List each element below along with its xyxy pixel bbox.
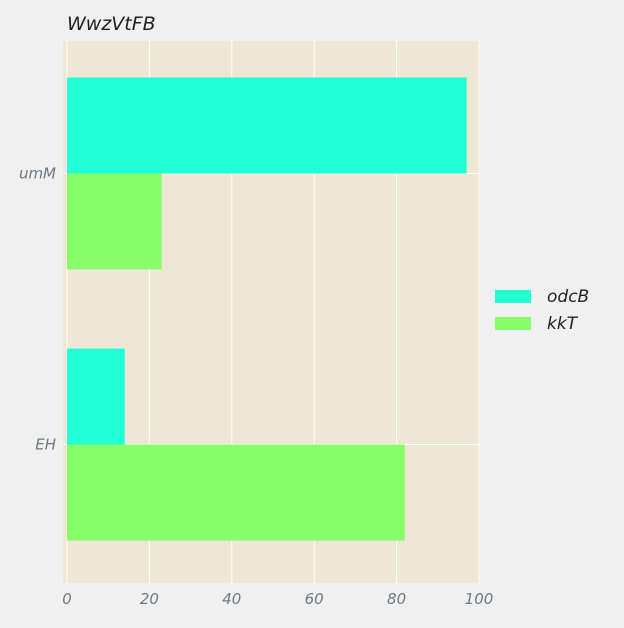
x-tick-label: 40: [222, 590, 241, 608]
legend-label-odcB: odcB: [547, 287, 589, 307]
bar-kkT-umM: [67, 173, 162, 270]
x-tick-label: 100: [465, 590, 494, 608]
bar-kkT-EH: [67, 444, 405, 541]
x-tick-label: 0: [62, 590, 72, 608]
y-axis-ticks: umM EH: [19, 165, 56, 454]
x-tick-label: 20: [140, 590, 159, 608]
bar-odcB-umM: [67, 77, 467, 174]
x-tick-label: 80: [387, 590, 406, 608]
y-tick-label: EH: [35, 436, 56, 454]
chart-title: WwzVtFB: [67, 13, 156, 35]
x-tick-label: 60: [305, 590, 324, 608]
legend-swatch-kkT: [495, 317, 531, 330]
bars: [67, 77, 467, 541]
legend: odcB kkT: [495, 287, 589, 334]
bar-odcB-EH: [67, 348, 125, 445]
y-tick-label: umM: [19, 165, 56, 183]
legend-swatch-odcB: [495, 290, 531, 303]
legend-label-kkT: kkT: [547, 314, 579, 334]
x-axis-ticks: 0 20 40 60 80 100: [62, 590, 493, 608]
